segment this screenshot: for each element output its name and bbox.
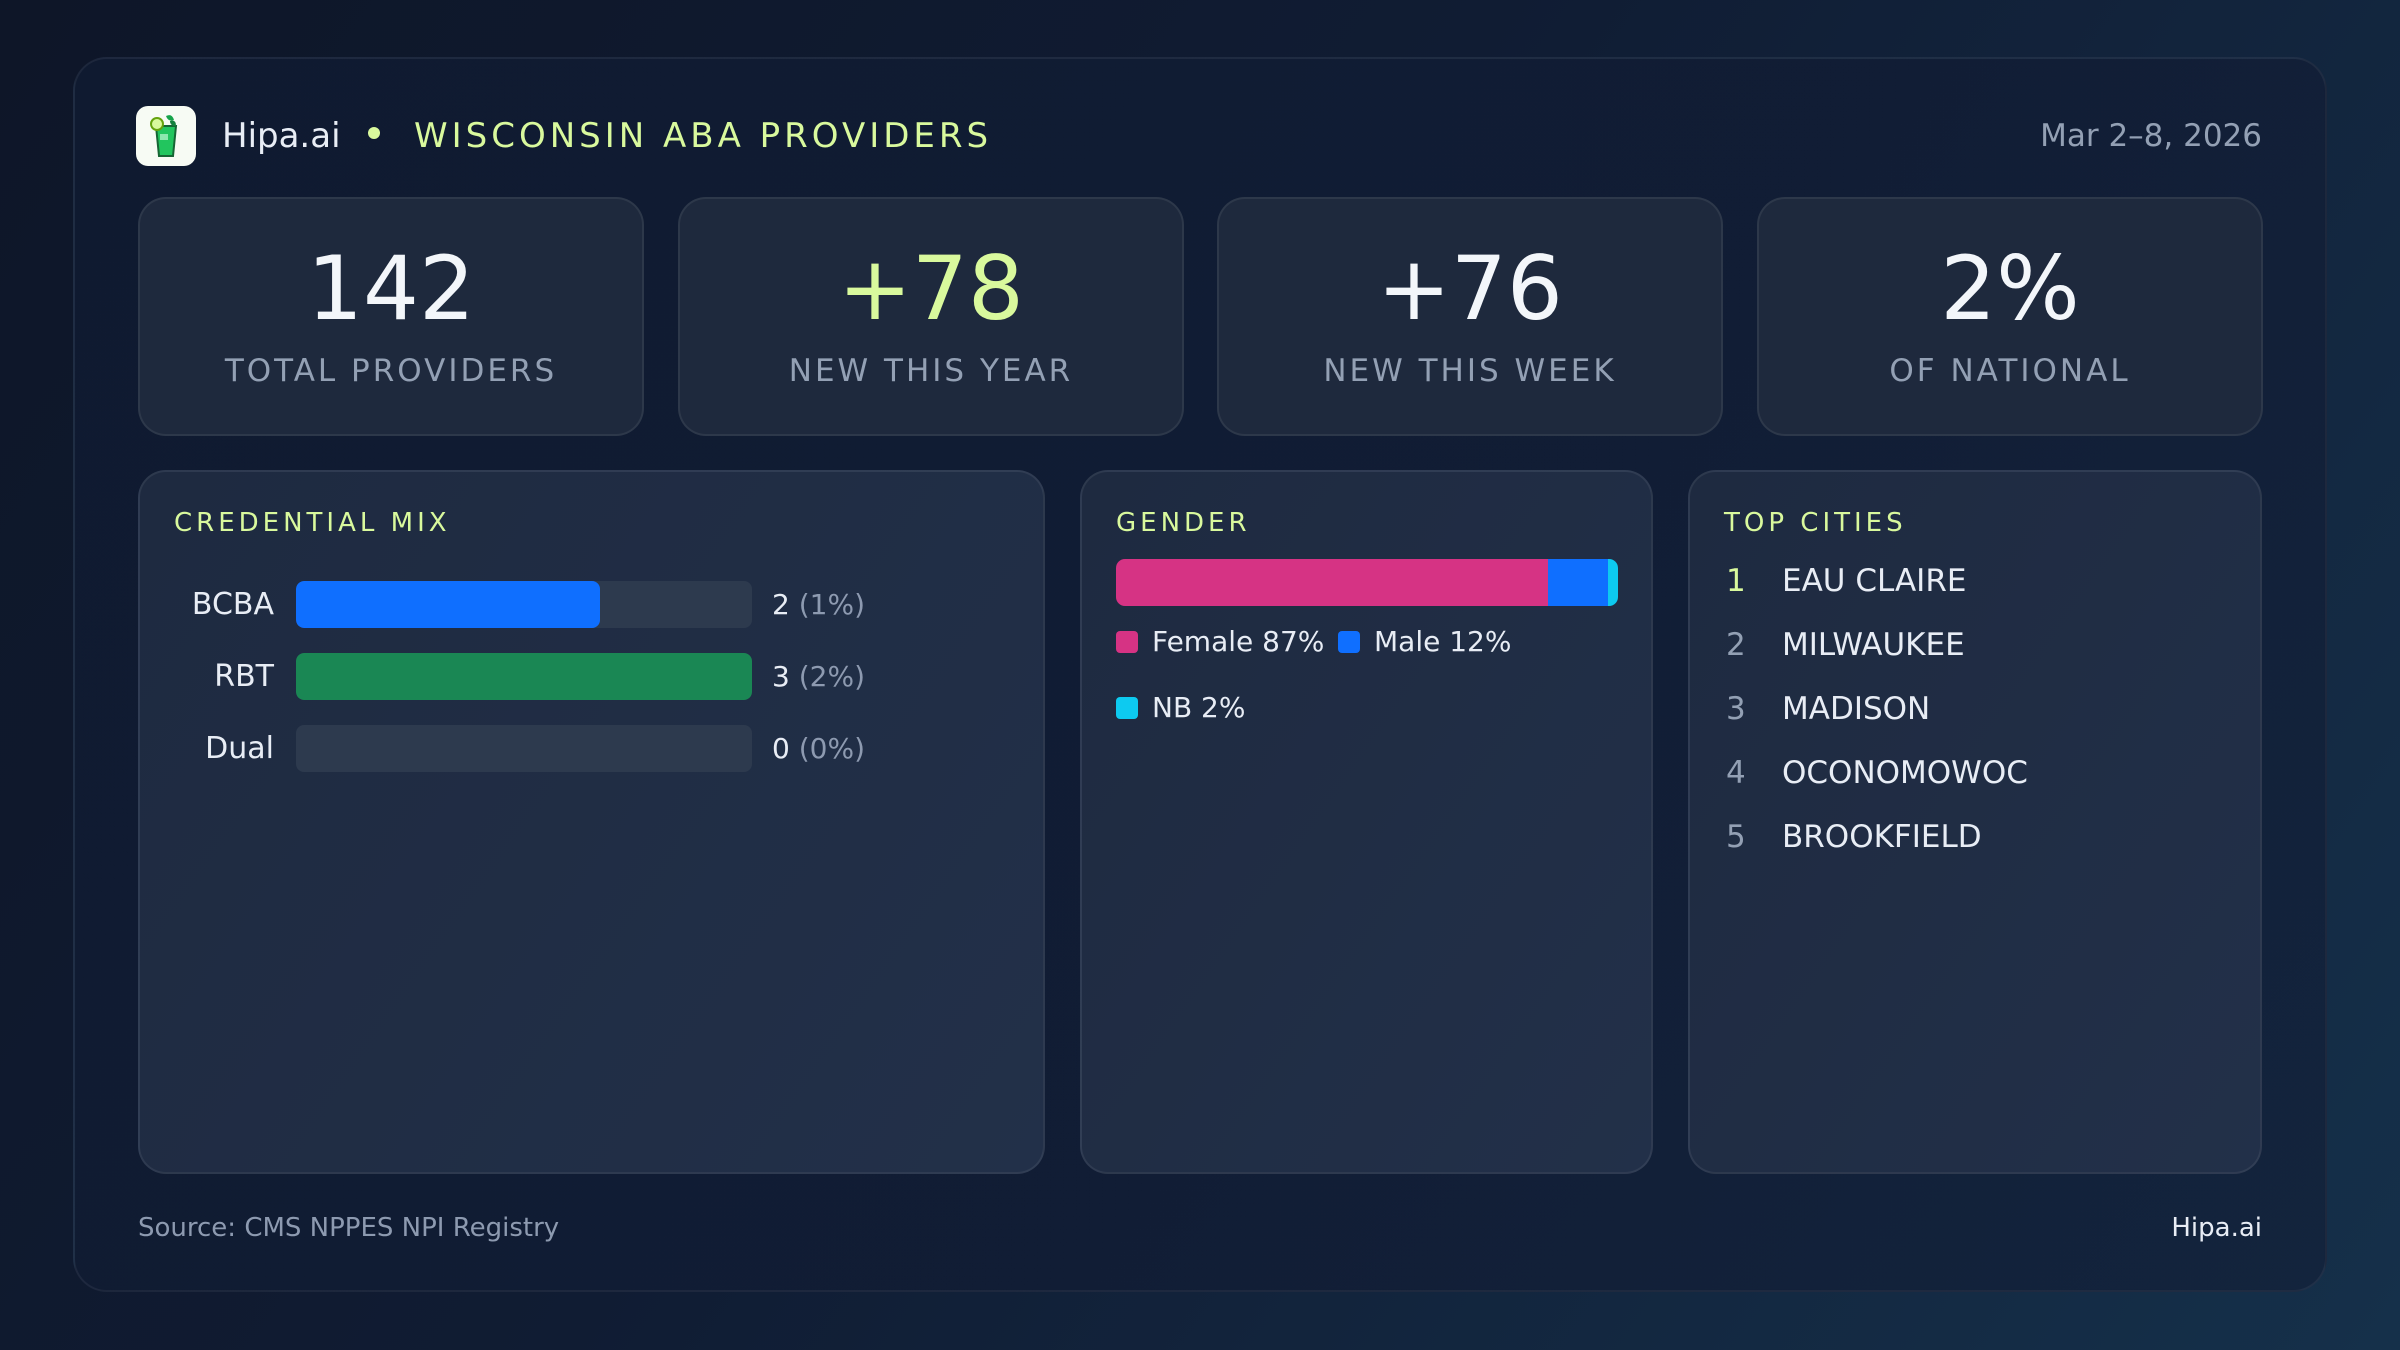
- stat-label: TOTAL PROVIDERS: [224, 353, 558, 389]
- credential-value: 2 (1%): [772, 581, 865, 628]
- credential-bar-fill: [296, 581, 600, 628]
- stat-label: NEW THIS YEAR: [788, 353, 1074, 389]
- brand-name: Hipa.ai: [222, 116, 341, 156]
- credential-pct: (1%): [798, 588, 866, 621]
- credential-bar-track: [296, 725, 752, 772]
- gender-segment-female: [1116, 559, 1549, 606]
- credential-count: 2: [772, 588, 790, 621]
- credential-label: Dual: [205, 731, 274, 766]
- mojito-glass-icon: [150, 115, 178, 157]
- city-rank: 4: [1726, 755, 1746, 791]
- city-rank: 3: [1726, 691, 1746, 727]
- legend-nb: NB 2%: [1116, 691, 1245, 724]
- city-item: 3 MADISON: [1726, 687, 1930, 731]
- credential-row-dual: Dual 0 (0%): [140, 725, 1040, 772]
- stat-value: +78: [838, 237, 1024, 340]
- city-name: OCONOMOWOC: [1782, 755, 2028, 791]
- top-cities-panel: TOP CITIES 1 EAU CLAIRE 2 MILWAUKEE 3 MADIS…: [1688, 470, 2262, 1174]
- footer-brand: Hipa.ai: [2171, 1213, 2262, 1243]
- stat-label: OF NATIONAL: [1889, 353, 2131, 389]
- separator-dot: [368, 127, 380, 139]
- legend-swatch: [1338, 630, 1360, 653]
- credential-bar-track: [296, 581, 752, 628]
- city-name: EAU CLAIRE: [1782, 563, 1967, 599]
- credential-value: 3 (2%): [772, 653, 865, 700]
- gender-panel: GENDER Female 87% Male 12% NB 2%: [1080, 470, 1653, 1174]
- credential-count: 0: [772, 732, 790, 765]
- credential-label: RBT: [214, 659, 274, 694]
- city-name: MADISON: [1782, 691, 1931, 727]
- credential-bar-fill: [296, 653, 752, 700]
- legend-male: Male 12%: [1338, 625, 1511, 658]
- city-item: 2 MILWAUKEE: [1726, 623, 1965, 667]
- credential-pct: (0%): [798, 732, 866, 765]
- stat-label: NEW THIS WEEK: [1323, 353, 1617, 389]
- legend-swatch: [1116, 630, 1138, 653]
- credential-row-bcba: BCBA 2 (1%): [140, 581, 1040, 628]
- city-name: MILWAUKEE: [1782, 627, 1965, 663]
- date-range: Mar 2–8, 2026: [2040, 118, 2262, 154]
- legend-swatch: [1116, 696, 1138, 719]
- city-name: BROOKFIELD: [1782, 819, 1982, 855]
- stat-card-total-providers: 142 TOTAL PROVIDERS: [138, 197, 644, 436]
- stat-card-new-this-year: +78 NEW THIS YEAR: [678, 197, 1184, 436]
- stat-card-of-national: 2% OF NATIONAL: [1757, 197, 2263, 436]
- city-item: 1 EAU CLAIRE: [1726, 559, 1966, 603]
- gender-stacked-bar: [1116, 559, 1618, 606]
- credential-mix-panel: CREDENTIAL MIX BCBA 2 (1%) RBT 3 (2%) Du…: [138, 470, 1045, 1174]
- page-title: WISCONSIN ABA PROVIDERS: [414, 116, 993, 156]
- legend-female: Female 87%: [1116, 625, 1324, 658]
- city-item: 5 BROOKFIELD: [1726, 815, 1982, 859]
- stat-value: +76: [1377, 237, 1563, 340]
- gender-segment-male: [1548, 559, 1609, 606]
- city-item: 4 OCONOMOWOC: [1726, 751, 2028, 795]
- panel-title: GENDER: [1116, 508, 1251, 538]
- gender-segment-nb: [1608, 559, 1618, 606]
- city-rank: 1: [1726, 563, 1746, 599]
- credential-bar-track: [296, 653, 752, 700]
- credential-pct: (2%): [798, 660, 866, 693]
- hipa-logo: [136, 106, 196, 166]
- stat-card-new-this-week: +76 NEW THIS WEEK: [1217, 197, 1723, 436]
- stat-value: 142: [307, 237, 475, 340]
- credential-row-rbt: RBT 3 (2%): [140, 653, 1040, 700]
- credential-value: 0 (0%): [772, 725, 865, 772]
- legend-label: Male 12%: [1374, 625, 1512, 658]
- legend-label: NB 2%: [1152, 691, 1246, 724]
- source-note: Source: CMS NPPES NPI Registry: [138, 1213, 560, 1243]
- panel-title: CREDENTIAL MIX: [174, 508, 451, 538]
- legend-label: Female 87%: [1152, 625, 1325, 658]
- credential-count: 3: [772, 660, 790, 693]
- city-rank: 5: [1726, 819, 1746, 855]
- city-rank: 2: [1726, 627, 1746, 663]
- credential-label: BCBA: [191, 587, 274, 622]
- panel-title: TOP CITIES: [1724, 508, 1907, 538]
- stat-value: 2%: [1940, 237, 2080, 340]
